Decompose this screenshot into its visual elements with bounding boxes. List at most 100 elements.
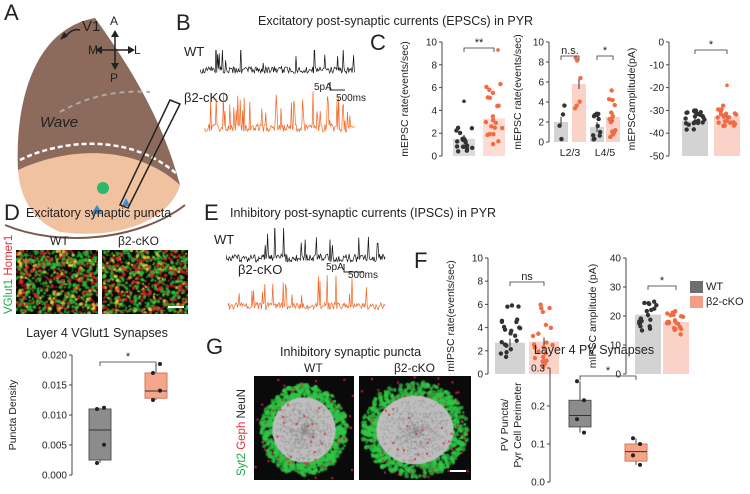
data-point	[102, 405, 106, 410]
scale-time-b: 500ms	[336, 93, 367, 104]
chart-title: Layer 4 PV Synapses	[534, 343, 654, 357]
wt-trace-label: WT	[184, 44, 205, 59]
sig-c2-1-label: *	[603, 45, 608, 57]
data-point	[508, 347, 514, 352]
box-0	[88, 408, 112, 461]
y-tick-label: 20	[610, 312, 622, 323]
data-point	[591, 137, 596, 142]
data-point	[499, 339, 504, 345]
data-point	[672, 318, 678, 323]
data-point	[514, 317, 520, 322]
data-point	[642, 300, 647, 306]
data-point	[671, 325, 677, 331]
d-ko-label: β2-cKO	[118, 234, 159, 248]
scale-time-e: 500ms	[348, 270, 379, 281]
data-point	[543, 322, 549, 328]
wt-epsc-trace	[200, 50, 355, 75]
data-point	[722, 119, 728, 124]
y-tick-label: 0	[538, 138, 544, 149]
data-point	[498, 81, 503, 87]
chart-title: Layer 4 VGlut1 Synapses	[26, 326, 168, 340]
y-tick-label: 4	[431, 106, 437, 117]
data-point	[540, 309, 546, 315]
data-point	[651, 299, 657, 304]
ipsc-traces	[226, 228, 386, 311]
data-point	[532, 345, 538, 350]
epsc-traces	[200, 50, 355, 133]
sig-g-label: *	[606, 365, 611, 377]
panel-label-e: E	[204, 200, 219, 225]
sig-c3-label: *	[709, 39, 714, 51]
data-point	[492, 125, 498, 130]
vglut1-homer1-ko-image	[102, 250, 188, 314]
data-point	[503, 354, 509, 360]
panel-label-b: B	[176, 10, 191, 35]
y-tick-label: -30	[650, 106, 665, 117]
e-wt-trace-label: WT	[214, 232, 235, 247]
sig-c2-1-bracket	[596, 55, 614, 60]
data-point	[151, 371, 155, 375]
data-point	[692, 114, 698, 119]
data-point	[595, 123, 600, 129]
sig-d-label: *	[126, 351, 131, 363]
data-point	[532, 355, 538, 361]
chart-f1: 0 2 4 6 8 10 mIPSC rate(events/sec) ns	[445, 254, 559, 381]
y-tick-label: 0.1	[531, 440, 545, 451]
data-point	[720, 103, 726, 108]
data-point	[454, 139, 460, 144]
data-point	[578, 75, 583, 81]
data-point	[691, 127, 697, 132]
data-point	[692, 108, 697, 113]
data-point	[612, 102, 617, 108]
box-1	[144, 372, 168, 399]
panel-label-a: A	[4, 0, 19, 25]
bar-1	[483, 118, 505, 156]
sig-d-bracket	[99, 361, 157, 366]
data-point	[638, 442, 642, 446]
data-point	[547, 305, 552, 311]
data-point	[151, 398, 155, 402]
legend-item-ko: β2-cKO	[690, 296, 744, 308]
axis-lateral: L	[134, 43, 141, 57]
y-tick-label: 4	[538, 98, 544, 109]
y-tick-label: 2	[538, 118, 544, 129]
data-point	[700, 113, 705, 119]
data-point	[648, 317, 653, 322]
data-point	[597, 129, 603, 135]
box-1	[624, 443, 648, 462]
legend-swatch-ko	[690, 296, 703, 308]
sig-c2-0-bracket	[560, 55, 580, 60]
data-point	[457, 130, 463, 136]
panel-b-title: Excitatory post-synaptic currents (EPSCs…	[258, 14, 534, 28]
data-point	[582, 398, 586, 403]
sig-f1-bracket	[509, 281, 545, 286]
sig-g-bracket	[579, 375, 637, 380]
y-tick-label: 10	[610, 341, 622, 352]
y-tick-label: 0	[658, 38, 664, 49]
data-point	[668, 312, 673, 318]
data-point	[649, 307, 654, 313]
y-tick-label: 0	[615, 370, 621, 381]
x-tick-label: L4/5	[595, 147, 616, 159]
y-tick-label: 0.3	[531, 364, 545, 375]
data-point	[559, 136, 564, 142]
y-tick-label: 10	[472, 254, 484, 265]
data-point	[606, 96, 612, 102]
sig-c1-bracket	[463, 47, 495, 52]
data-point	[732, 111, 738, 116]
axis-anterior: A	[110, 14, 119, 28]
data-point	[487, 95, 493, 101]
wt-ipsc-trace	[226, 228, 386, 263]
data-point	[158, 362, 162, 366]
data-point	[530, 333, 536, 339]
scale-amp-e: 5pA	[326, 262, 344, 273]
y-axis-label: mEPSC rate(events/sec)	[399, 41, 411, 157]
scale-bar-d	[168, 306, 184, 308]
axis-posterior: P	[110, 71, 119, 85]
data-point	[723, 111, 729, 116]
panel-label-d: D	[4, 200, 20, 225]
y-tick-label: 4	[477, 323, 483, 334]
bar-0	[682, 120, 708, 156]
y-tick-label: 8	[431, 60, 437, 71]
y-axis-label: Puncta Density	[7, 379, 19, 450]
